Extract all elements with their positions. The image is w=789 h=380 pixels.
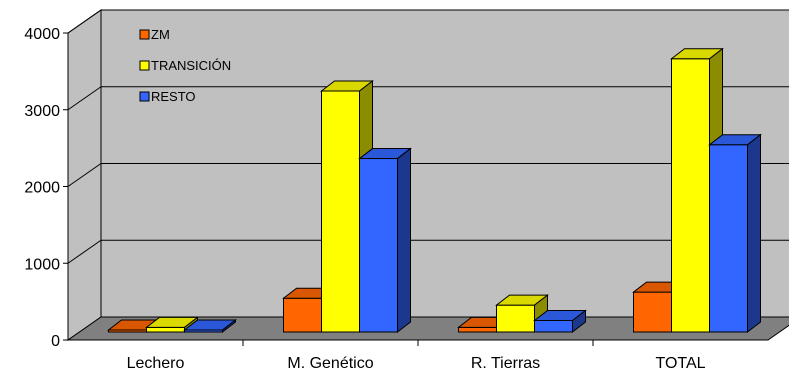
- bar: [708, 133, 762, 334]
- legend: ZM TRANSICIÓN RESTO: [139, 27, 231, 104]
- bar-side: [397, 147, 411, 334]
- y-axis-tick-labels: 0 1000 2000 3000 4000: [24, 26, 60, 350]
- y-tick-label: 0: [51, 333, 60, 350]
- legend-label: RESTO: [151, 89, 196, 104]
- bar-front: [283, 297, 322, 333]
- gridline-side: [67, 239, 102, 264]
- legend-item: ZM: [139, 27, 170, 42]
- bar: [183, 318, 237, 334]
- legend-item: TRANSICIÓN: [139, 58, 231, 73]
- legend-item: RESTO: [139, 89, 196, 104]
- bar-side: [747, 133, 761, 334]
- legend-label: ZM: [151, 27, 170, 42]
- bar-front: [671, 58, 710, 333]
- legend-swatch: [139, 60, 150, 71]
- bar-front: [359, 158, 398, 333]
- gridline-side: [67, 9, 102, 34]
- bars: [107, 47, 762, 334]
- gridline-side: [67, 86, 102, 111]
- legend-swatch: [139, 29, 150, 40]
- bar-side: [572, 309, 586, 334]
- bar-front: [146, 326, 185, 333]
- y-tick-label: 1000: [24, 256, 60, 273]
- bar-front: [458, 326, 497, 333]
- bar: [358, 147, 412, 334]
- legend-swatch: [139, 91, 150, 102]
- bar-front: [534, 319, 573, 333]
- x-axis-tick-labels: Lechero M. Genético R. Tierras TOTAL: [127, 355, 706, 372]
- x-tick-label: TOTAL: [655, 355, 705, 372]
- bar-front: [496, 304, 535, 333]
- y-tick-label: 4000: [24, 26, 60, 43]
- y-tick-label: 2000: [24, 180, 60, 197]
- gridline-side: [67, 163, 102, 187]
- bar-front: [709, 144, 748, 333]
- x-tick-label: R. Tierras: [471, 355, 540, 372]
- axes: [63, 32, 768, 346]
- bar-side: [222, 318, 236, 334]
- bar-front: [633, 291, 672, 333]
- x-tick-label: Lechero: [127, 355, 185, 372]
- bar-front: [321, 90, 360, 333]
- bar: [533, 309, 587, 334]
- y-tick-label: 3000: [24, 103, 60, 120]
- x-tick-label: M. Genético: [287, 355, 373, 372]
- legend-label: TRANSICIÓN: [151, 58, 231, 73]
